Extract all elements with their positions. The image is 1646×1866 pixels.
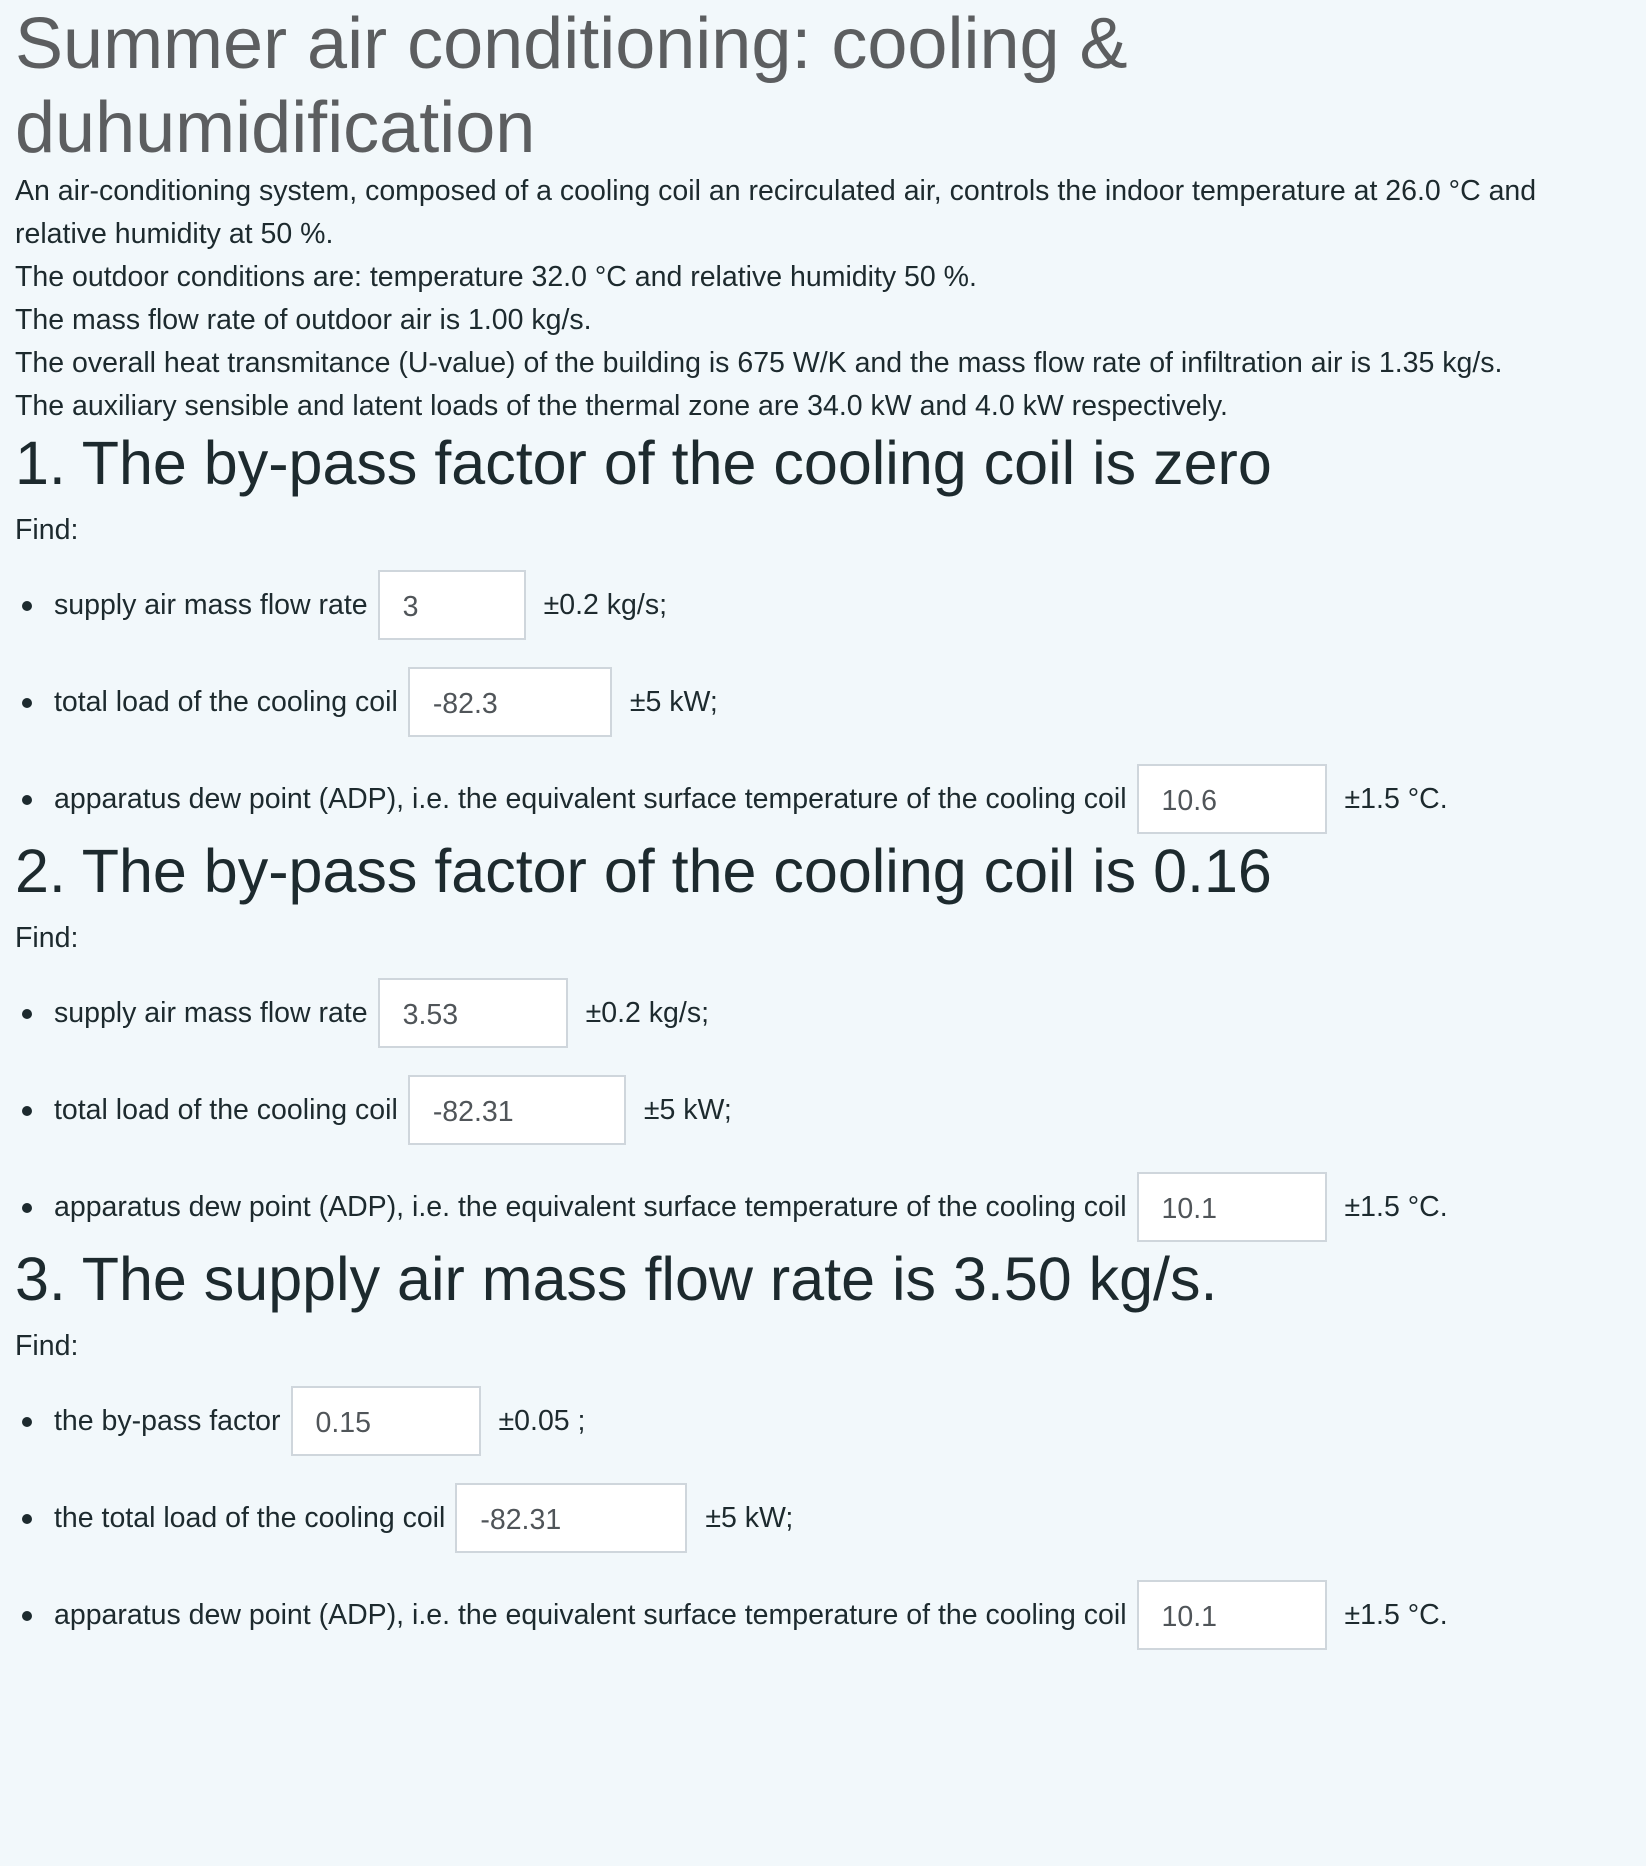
list-item: total load of the cooling coil -82.31 ±5…: [15, 1073, 1631, 1147]
question-label: total load of the cooling coil: [54, 685, 398, 718]
section-3-question-list: the by-pass factor 0.15 ±0.05 ; the tota…: [15, 1384, 1631, 1652]
question-label: total load of the cooling coil: [54, 1093, 398, 1126]
intro-auxiliary-loads: The auxiliary sensible and latent loads …: [15, 390, 1228, 422]
section-3-heading: 3. The supply air mass flow rate is 3.50…: [15, 1245, 1218, 1313]
tolerance-text: ±0.2 kg/s;: [543, 588, 667, 621]
list-item: the total load of the cooling coil -82.3…: [15, 1481, 1631, 1555]
section-2-heading: 2. The by-pass factor of the cooling coi…: [15, 837, 1272, 905]
section-2-question-list: supply air mass flow rate 3.53 ±0.2 kg/s…: [15, 976, 1631, 1244]
question-label: the total load of the cooling coil: [54, 1501, 446, 1534]
page-title: Summer air conditioning: cooling & duhum…: [15, 4, 1128, 168]
section-1-question-list: supply air mass flow rate 3 ±0.2 kg/s; t…: [15, 568, 1631, 836]
section-2: 2. The by-pass factor of the cooling coi…: [15, 836, 1631, 1244]
section-2-find-label: Find:: [15, 922, 79, 954]
list-item: apparatus dew point (ADP), i.e. the equi…: [15, 1170, 1631, 1244]
bypass-factor-input[interactable]: 0.15: [290, 1386, 481, 1456]
question-label: supply air mass flow rate: [54, 588, 368, 621]
supply-air-flow-input[interactable]: 3.53: [377, 978, 568, 1048]
question-label: the by-pass factor: [54, 1404, 281, 1437]
question-label: apparatus dew point (ADP), i.e. the equi…: [54, 1190, 1127, 1223]
tolerance-text: ±1.5 °C.: [1344, 1598, 1448, 1631]
tolerance-text: ±5 kW;: [705, 1501, 794, 1534]
intro-outdoor-air-flow: The mass flow rate of outdoor air is 1.0…: [15, 304, 592, 336]
tolerance-text: ±5 kW;: [643, 1093, 732, 1126]
intro-system-description: An air-conditioning system, composed of …: [15, 175, 1537, 250]
coil-load-input[interactable]: -82.3: [407, 667, 612, 737]
section-1: 1. The by-pass factor of the cooling coi…: [15, 428, 1631, 836]
list-item: total load of the cooling coil -82.3 ±5 …: [15, 665, 1631, 739]
list-item: apparatus dew point (ADP), i.e. the equi…: [15, 762, 1631, 836]
question-label: supply air mass flow rate: [54, 996, 368, 1029]
question-label: apparatus dew point (ADP), i.e. the equi…: [54, 782, 1127, 815]
adp-input[interactable]: 10.1: [1136, 1580, 1327, 1650]
list-item: supply air mass flow rate 3 ±0.2 kg/s;: [15, 568, 1631, 642]
coil-load-input[interactable]: -82.31: [455, 1483, 688, 1553]
section-3: 3. The supply air mass flow rate is 3.50…: [15, 1244, 1631, 1652]
coil-load-input[interactable]: -82.31: [407, 1075, 626, 1145]
section-3-find-label: Find:: [15, 1330, 79, 1362]
list-item: supply air mass flow rate 3.53 ±0.2 kg/s…: [15, 976, 1631, 1050]
adp-input[interactable]: 10.6: [1136, 764, 1327, 834]
section-1-heading: 1. The by-pass factor of the cooling coi…: [15, 429, 1272, 497]
tolerance-text: ±1.5 °C.: [1344, 782, 1448, 815]
list-item: the by-pass factor 0.15 ±0.05 ;: [15, 1384, 1631, 1458]
list-item: apparatus dew point (ADP), i.e. the equi…: [15, 1578, 1631, 1652]
adp-input[interactable]: 10.1: [1136, 1172, 1327, 1242]
intro-outdoor-conditions: The outdoor conditions are: temperature …: [15, 261, 977, 293]
tolerance-text: ±1.5 °C.: [1344, 1190, 1448, 1223]
intro-building-transmittance: The overall heat transmitance (U-value) …: [15, 347, 1503, 379]
tolerance-text: ±0.05 ;: [498, 1404, 586, 1437]
section-1-find-label: Find:: [15, 514, 79, 546]
supply-air-flow-input[interactable]: 3: [377, 570, 526, 640]
question-label: apparatus dew point (ADP), i.e. the equi…: [54, 1598, 1127, 1631]
tolerance-text: ±5 kW;: [629, 685, 718, 718]
tolerance-text: ±0.2 kg/s;: [585, 996, 709, 1029]
